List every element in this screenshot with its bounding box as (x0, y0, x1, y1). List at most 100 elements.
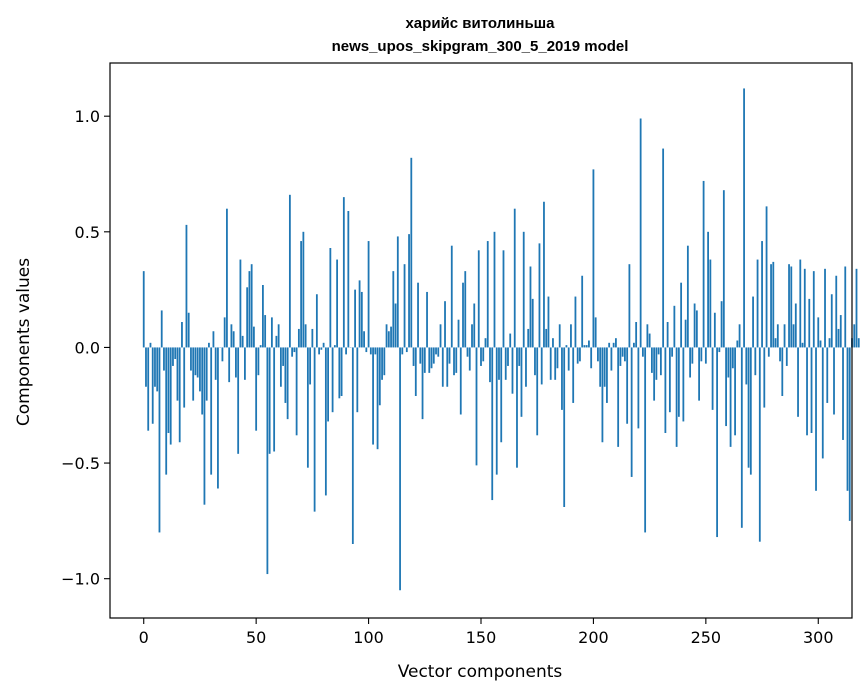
bar (363, 331, 365, 348)
bar (147, 347, 150, 431)
bar (824, 268, 826, 348)
bar (655, 347, 658, 380)
bar (529, 266, 532, 348)
bar (633, 342, 635, 348)
bar (624, 347, 626, 362)
bar (232, 331, 235, 348)
bar (704, 347, 707, 364)
bar (812, 271, 815, 348)
bar (486, 241, 489, 348)
bar (403, 264, 406, 348)
bar (142, 271, 145, 348)
bar (745, 347, 748, 385)
bar (790, 266, 793, 348)
bar (187, 312, 190, 348)
bar (372, 347, 374, 445)
bar (597, 347, 599, 362)
bar (169, 347, 172, 445)
bar (792, 324, 795, 348)
bar (803, 268, 806, 348)
bar (518, 347, 521, 366)
bar (181, 322, 183, 348)
bar (414, 347, 417, 396)
bar (648, 333, 651, 348)
bar (322, 342, 325, 348)
bar (727, 347, 730, 378)
bar (446, 347, 449, 387)
x-tick-label: 300 (803, 628, 834, 647)
bar (767, 347, 770, 357)
bar (297, 328, 300, 348)
bar (558, 324, 561, 348)
x-tick-label: 0 (139, 628, 149, 647)
bar (639, 118, 642, 348)
bar (306, 347, 309, 468)
bar (430, 347, 433, 369)
x-tick-label: 200 (578, 628, 609, 647)
bar (241, 335, 244, 348)
bar (653, 347, 656, 401)
bar (190, 347, 192, 371)
bar (837, 328, 840, 348)
bar (590, 347, 593, 369)
bar (214, 347, 217, 380)
bar (565, 345, 568, 348)
bar (570, 324, 572, 348)
bar (174, 347, 177, 359)
bar (417, 282, 419, 348)
bar (770, 264, 772, 348)
bar (394, 303, 397, 348)
x-tick-label: 150 (466, 628, 497, 647)
bar (545, 328, 548, 348)
bar (853, 324, 856, 348)
bar (444, 301, 446, 348)
y-tick-label: −0.5 (61, 454, 100, 473)
bar (543, 201, 545, 348)
bar (763, 347, 766, 408)
bar (244, 347, 246, 380)
bar (347, 211, 350, 348)
bar (808, 298, 811, 348)
bar (556, 347, 559, 369)
bar (484, 338, 487, 348)
bar (381, 347, 383, 380)
bar (450, 245, 453, 348)
bar (842, 347, 844, 440)
bar (500, 347, 503, 443)
bar (821, 347, 824, 459)
bar (502, 250, 505, 348)
bar (846, 347, 849, 491)
bar (266, 347, 269, 575)
bar (700, 347, 703, 362)
bar (196, 347, 199, 378)
bar (453, 347, 455, 376)
bar (340, 347, 343, 396)
bar (318, 347, 321, 355)
bar (695, 310, 698, 348)
bar (630, 347, 633, 477)
bar (815, 347, 817, 491)
bar (747, 347, 750, 468)
bar (309, 347, 312, 385)
bar (684, 319, 687, 348)
bar (826, 347, 829, 403)
bar (376, 347, 379, 450)
bar (552, 338, 554, 348)
bar (666, 322, 669, 348)
bar (441, 347, 444, 387)
bar (738, 324, 741, 348)
bar (628, 264, 631, 348)
bar (504, 347, 507, 380)
bar (199, 347, 201, 392)
bar (471, 324, 473, 348)
bar (513, 208, 516, 348)
bar (480, 347, 482, 366)
x-axis-label: Vector components (398, 662, 563, 682)
bar (626, 347, 629, 424)
bar (412, 347, 415, 366)
bar (493, 231, 496, 348)
bar (740, 347, 743, 528)
bar (698, 347, 700, 401)
bar (408, 234, 410, 348)
x-tick-label: 100 (353, 628, 384, 647)
